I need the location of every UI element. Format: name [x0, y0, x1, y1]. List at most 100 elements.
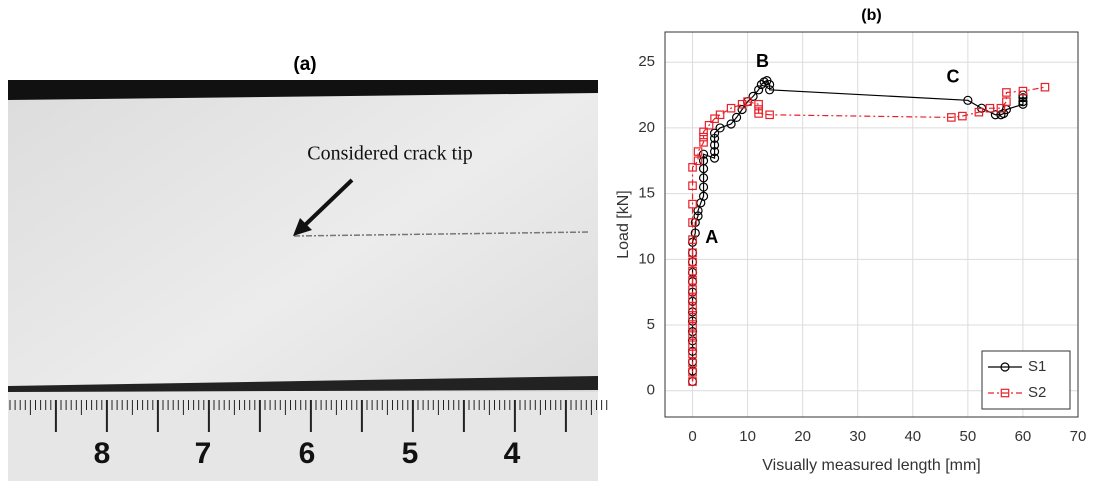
- data-point: [688, 294, 697, 304]
- data-point: [709, 128, 720, 138]
- data-point: [963, 95, 973, 105]
- data-point: [1018, 86, 1028, 96]
- legend-label: S2: [1028, 384, 1046, 401]
- data-point: [704, 120, 714, 130]
- annotation: A: [705, 227, 718, 247]
- ruler-label: 4: [504, 437, 521, 470]
- legend-box: [981, 350, 1071, 410]
- y-tick-label: 0: [647, 382, 655, 399]
- data-point: [996, 103, 1006, 113]
- data-point: [1040, 82, 1050, 92]
- data-point: [1002, 88, 1011, 97]
- data-point: [688, 322, 697, 331]
- data-point: [754, 85, 764, 95]
- data-point: [737, 104, 747, 115]
- data-point: [715, 123, 725, 133]
- bottom-edge: [8, 376, 598, 392]
- chart-title: (b): [861, 7, 881, 24]
- data-point: [754, 99, 763, 109]
- data-point: [688, 285, 697, 294]
- data-point: [698, 156, 709, 166]
- data-point: [690, 228, 700, 238]
- panel-title: (a): [293, 54, 316, 75]
- photo-panel: Considered crack tip (a): [8, 54, 608, 481]
- series-line: [691, 86, 1046, 382]
- data-point: [765, 85, 775, 95]
- data-point: [693, 206, 703, 216]
- x-tick-label: 0: [688, 428, 696, 445]
- data-point: [1018, 93, 1028, 103]
- ruler-label: 8: [94, 437, 111, 470]
- crack: [293, 231, 591, 237]
- plot-frame: [664, 31, 1079, 418]
- data-point: [699, 127, 708, 137]
- x-tick-label: 30: [849, 428, 866, 445]
- top-edge: [8, 80, 598, 100]
- data-point: [1002, 97, 1011, 106]
- y-tick-label: 15: [638, 185, 655, 202]
- data-point: [688, 303, 697, 313]
- data-point: [688, 257, 697, 267]
- data-point: [698, 173, 709, 183]
- data-point: [985, 103, 995, 113]
- data-point: [698, 191, 709, 201]
- data-point: [765, 79, 775, 90]
- data-point: [699, 132, 708, 142]
- x-tick-label: 20: [794, 428, 811, 445]
- data-point: [688, 235, 697, 244]
- chart: 0 10 20 30 40 50 60 70 0 5 10 15 20 25 A B C (b) Visually …: [615, 7, 1086, 474]
- data-point: [709, 153, 720, 163]
- data-point: [709, 146, 720, 157]
- legend-marker: [1000, 388, 1010, 398]
- data-point: [688, 377, 697, 386]
- data-point: [958, 111, 967, 121]
- data-point: [709, 140, 720, 150]
- y-tick-label: 20: [638, 119, 655, 136]
- x-tick-label: 60: [1015, 428, 1032, 445]
- data-point: [743, 97, 752, 106]
- data-point: [699, 138, 708, 147]
- arrow-head: [293, 218, 312, 236]
- x-tick-label: 70: [1070, 428, 1087, 445]
- data-point: [1018, 99, 1028, 109]
- data-point: [688, 368, 697, 377]
- arrow: [302, 178, 354, 228]
- y-tick-label: 5: [647, 316, 655, 333]
- y-axis-label: Load [kN]: [615, 190, 632, 258]
- ruler-label: 6: [299, 437, 316, 470]
- x-tick-label: 10: [739, 428, 756, 445]
- data-point: [726, 119, 736, 129]
- data-point: [726, 103, 736, 113]
- legend-label: S1: [1028, 358, 1046, 375]
- y-tick-label: 10: [638, 250, 655, 267]
- data-point: [688, 358, 697, 368]
- data-point: [693, 211, 703, 221]
- data-point: [688, 276, 697, 285]
- y-tick-label: 25: [638, 53, 655, 70]
- data-point: [688, 199, 697, 209]
- data-point: [765, 110, 774, 120]
- x-tick-label: 50: [960, 428, 977, 445]
- data-point: [688, 331, 697, 340]
- data-point: [693, 147, 703, 156]
- annotation: Considered crack tip: [307, 143, 473, 165]
- annotation: B: [756, 51, 769, 71]
- data-point: [688, 218, 697, 227]
- ruler-label: 5: [402, 437, 419, 470]
- data-point: [748, 91, 758, 101]
- data-point: [688, 181, 697, 191]
- data-point: [698, 149, 709, 159]
- data-point: [715, 110, 725, 120]
- data-point: [688, 266, 697, 276]
- x-axis-label: Visually measured length [mm]: [762, 457, 980, 474]
- data-point: [754, 109, 763, 118]
- ruler-label: 7: [195, 437, 212, 470]
- data-point: [947, 113, 956, 122]
- data-point: [688, 248, 697, 258]
- ruler-ticks: [9, 400, 608, 432]
- data-point: [698, 182, 709, 192]
- data-point: [688, 312, 697, 322]
- data-point: [688, 163, 697, 172]
- data-point: [731, 112, 742, 123]
